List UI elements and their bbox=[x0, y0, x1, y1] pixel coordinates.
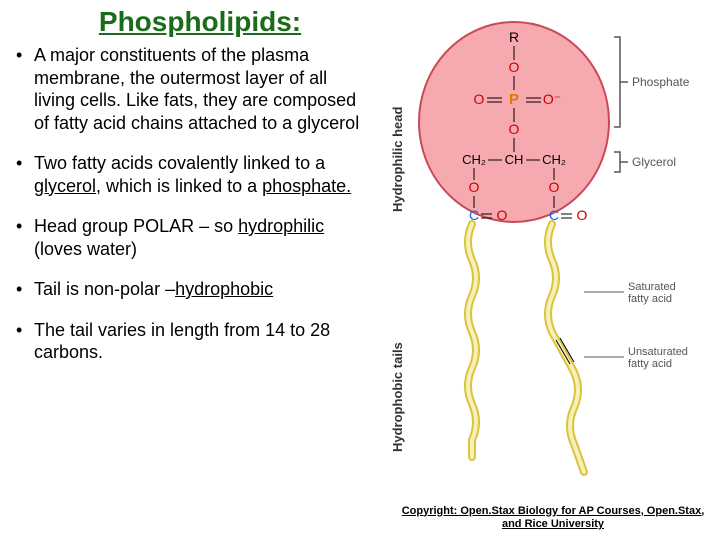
atom-CH: CH bbox=[505, 152, 524, 167]
atom-O: O⁻ bbox=[543, 91, 561, 107]
atom-O: O bbox=[469, 179, 480, 195]
bullet-item: Two fatty acids covalently linked to a g… bbox=[12, 152, 372, 197]
svg-text:fatty acid: fatty acid bbox=[628, 358, 672, 370]
phosphate-label: Phosphate bbox=[632, 75, 690, 89]
atom-P: P bbox=[509, 91, 519, 108]
bullet-item: Head group POLAR – so hydrophilic (loves… bbox=[12, 215, 372, 260]
unsaturated-label: Unsaturated bbox=[628, 346, 688, 358]
atom-CH2: CH₂ bbox=[542, 152, 566, 167]
atom-O: O bbox=[509, 59, 520, 75]
atom-R: R bbox=[509, 29, 519, 45]
atom-O: O bbox=[497, 207, 508, 223]
page-title: Phospholipids: bbox=[0, 0, 380, 38]
saturated-label: Saturated bbox=[628, 281, 676, 293]
phosphate-bracket bbox=[614, 37, 628, 127]
glycerol-label: Glycerol bbox=[632, 155, 676, 169]
copyright-text: Copyright: Open.Stax Biology for AP Cour… bbox=[398, 505, 708, 533]
glycerol-bracket bbox=[614, 152, 628, 172]
bullet-item: Tail is non-polar –hydrophobic bbox=[12, 278, 372, 301]
atom-O: O bbox=[549, 179, 560, 195]
phospholipid-diagram: Hydrophilic head Hydrophobic tails R O O… bbox=[384, 12, 714, 502]
bullet-item: The tail varies in length from 14 to 28 … bbox=[12, 319, 372, 364]
atom-O: O bbox=[474, 91, 485, 107]
atom-CH2: CH₂ bbox=[462, 152, 486, 167]
bullet-item: A major constituents of the plasma membr… bbox=[12, 44, 372, 134]
atom-O: O bbox=[577, 207, 588, 223]
bullet-list: A major constituents of the plasma membr… bbox=[12, 44, 372, 382]
hydrophilic-head-label: Hydrophilic head bbox=[390, 106, 405, 212]
svg-text:fatty acid: fatty acid bbox=[628, 293, 672, 305]
atom-O: O bbox=[509, 121, 520, 137]
hydrophobic-tails-label: Hydrophobic tails bbox=[390, 342, 405, 452]
